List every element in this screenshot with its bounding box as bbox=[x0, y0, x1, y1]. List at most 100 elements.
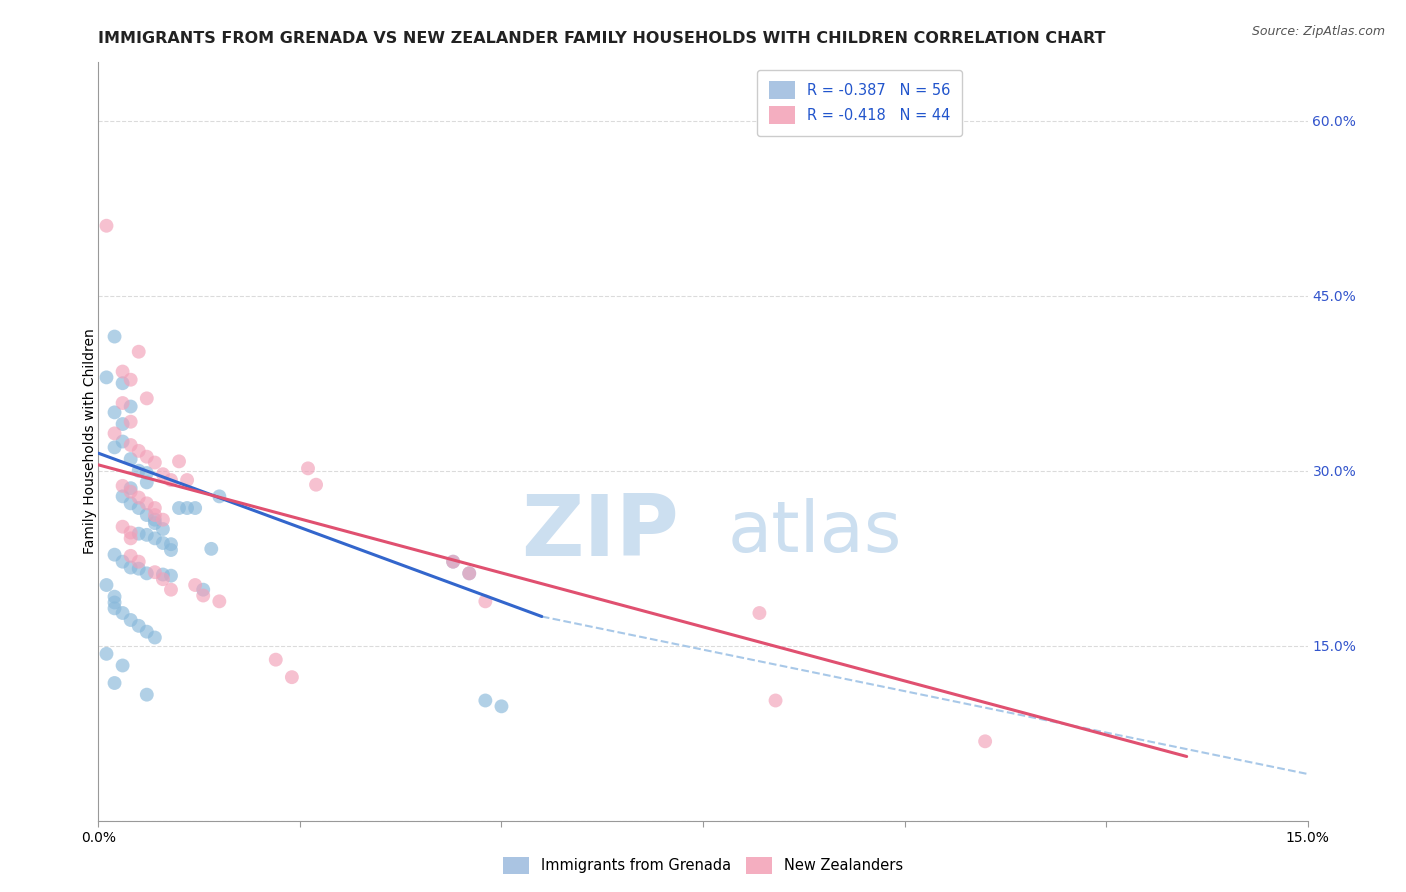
Point bbox=[111, 658, 134, 673]
Point bbox=[143, 532, 166, 546]
Point bbox=[135, 496, 157, 510]
Point bbox=[111, 555, 134, 569]
Point bbox=[111, 479, 134, 493]
Point bbox=[111, 396, 134, 410]
Point bbox=[128, 562, 150, 576]
Point bbox=[208, 594, 231, 608]
Point bbox=[160, 568, 183, 582]
Point bbox=[120, 438, 142, 452]
Point bbox=[135, 566, 157, 581]
Point bbox=[135, 466, 157, 480]
Point bbox=[143, 565, 166, 579]
Point bbox=[152, 567, 174, 582]
Point bbox=[305, 477, 328, 491]
Point bbox=[128, 464, 150, 478]
Point bbox=[103, 548, 125, 562]
Point bbox=[765, 693, 787, 707]
Point bbox=[458, 566, 481, 581]
Point bbox=[143, 456, 166, 470]
Text: atlas: atlas bbox=[727, 498, 901, 567]
Point bbox=[748, 606, 770, 620]
Point bbox=[103, 405, 125, 419]
Point bbox=[160, 473, 183, 487]
Y-axis label: Family Households with Children: Family Households with Children bbox=[83, 328, 97, 555]
Point bbox=[143, 513, 166, 527]
Point bbox=[96, 370, 118, 384]
Point bbox=[120, 560, 142, 574]
Point bbox=[208, 489, 231, 503]
Point bbox=[111, 365, 134, 379]
Point bbox=[128, 619, 150, 633]
Point bbox=[135, 450, 157, 464]
Point bbox=[281, 670, 304, 684]
Point bbox=[193, 589, 215, 603]
Point bbox=[120, 484, 142, 499]
Point bbox=[441, 555, 464, 569]
Point bbox=[135, 508, 157, 522]
Point bbox=[120, 532, 142, 546]
Point bbox=[120, 496, 142, 510]
Point bbox=[152, 467, 174, 482]
Point bbox=[135, 624, 157, 639]
Point bbox=[143, 508, 166, 522]
Point bbox=[152, 513, 174, 527]
Point bbox=[128, 491, 150, 505]
Point bbox=[120, 415, 142, 429]
Point bbox=[135, 528, 157, 542]
Point bbox=[128, 443, 150, 458]
Point bbox=[184, 578, 207, 592]
Point bbox=[264, 653, 287, 667]
Point bbox=[103, 441, 125, 455]
Point bbox=[176, 473, 198, 487]
Point bbox=[96, 578, 118, 592]
Point bbox=[111, 489, 134, 503]
Point bbox=[152, 572, 174, 586]
Point bbox=[135, 392, 157, 406]
Point bbox=[120, 373, 142, 387]
Point bbox=[167, 454, 190, 468]
Point bbox=[474, 693, 496, 707]
Point bbox=[160, 543, 183, 558]
Point bbox=[111, 417, 134, 431]
Point bbox=[193, 582, 215, 597]
Point bbox=[474, 594, 496, 608]
Text: IMMIGRANTS FROM GRENADA VS NEW ZEALANDER FAMILY HOUSEHOLDS WITH CHILDREN CORRELA: IMMIGRANTS FROM GRENADA VS NEW ZEALANDER… bbox=[98, 31, 1107, 46]
Point bbox=[143, 516, 166, 531]
Point bbox=[143, 501, 166, 516]
Point bbox=[96, 647, 118, 661]
Point bbox=[176, 501, 198, 516]
Point bbox=[458, 566, 481, 581]
Point bbox=[103, 590, 125, 604]
Point bbox=[128, 555, 150, 569]
Point bbox=[120, 525, 142, 540]
Text: ZIP: ZIP bbox=[522, 491, 679, 574]
Point bbox=[120, 400, 142, 414]
Point bbox=[111, 606, 134, 620]
Point bbox=[103, 676, 125, 690]
Point bbox=[103, 601, 125, 615]
Point bbox=[120, 481, 142, 495]
Point bbox=[152, 522, 174, 536]
Point bbox=[128, 526, 150, 541]
Point bbox=[184, 501, 207, 516]
Point bbox=[152, 536, 174, 550]
Point bbox=[111, 434, 134, 449]
Legend: R = -0.387   N = 56, R = -0.418   N = 44: R = -0.387 N = 56, R = -0.418 N = 44 bbox=[756, 70, 962, 136]
Point bbox=[200, 541, 222, 556]
Point bbox=[120, 613, 142, 627]
Point bbox=[297, 461, 319, 475]
Point bbox=[96, 219, 118, 233]
Point bbox=[135, 688, 157, 702]
Point bbox=[974, 734, 997, 748]
Text: Source: ZipAtlas.com: Source: ZipAtlas.com bbox=[1251, 25, 1385, 38]
Point bbox=[128, 344, 150, 359]
Point bbox=[167, 501, 190, 516]
Point bbox=[103, 426, 125, 441]
Point bbox=[441, 555, 464, 569]
Point bbox=[491, 699, 513, 714]
Point bbox=[160, 537, 183, 551]
Legend: Immigrants from Grenada, New Zealanders: Immigrants from Grenada, New Zealanders bbox=[498, 851, 908, 880]
Point bbox=[135, 475, 157, 490]
Point bbox=[111, 519, 134, 533]
Point bbox=[103, 595, 125, 609]
